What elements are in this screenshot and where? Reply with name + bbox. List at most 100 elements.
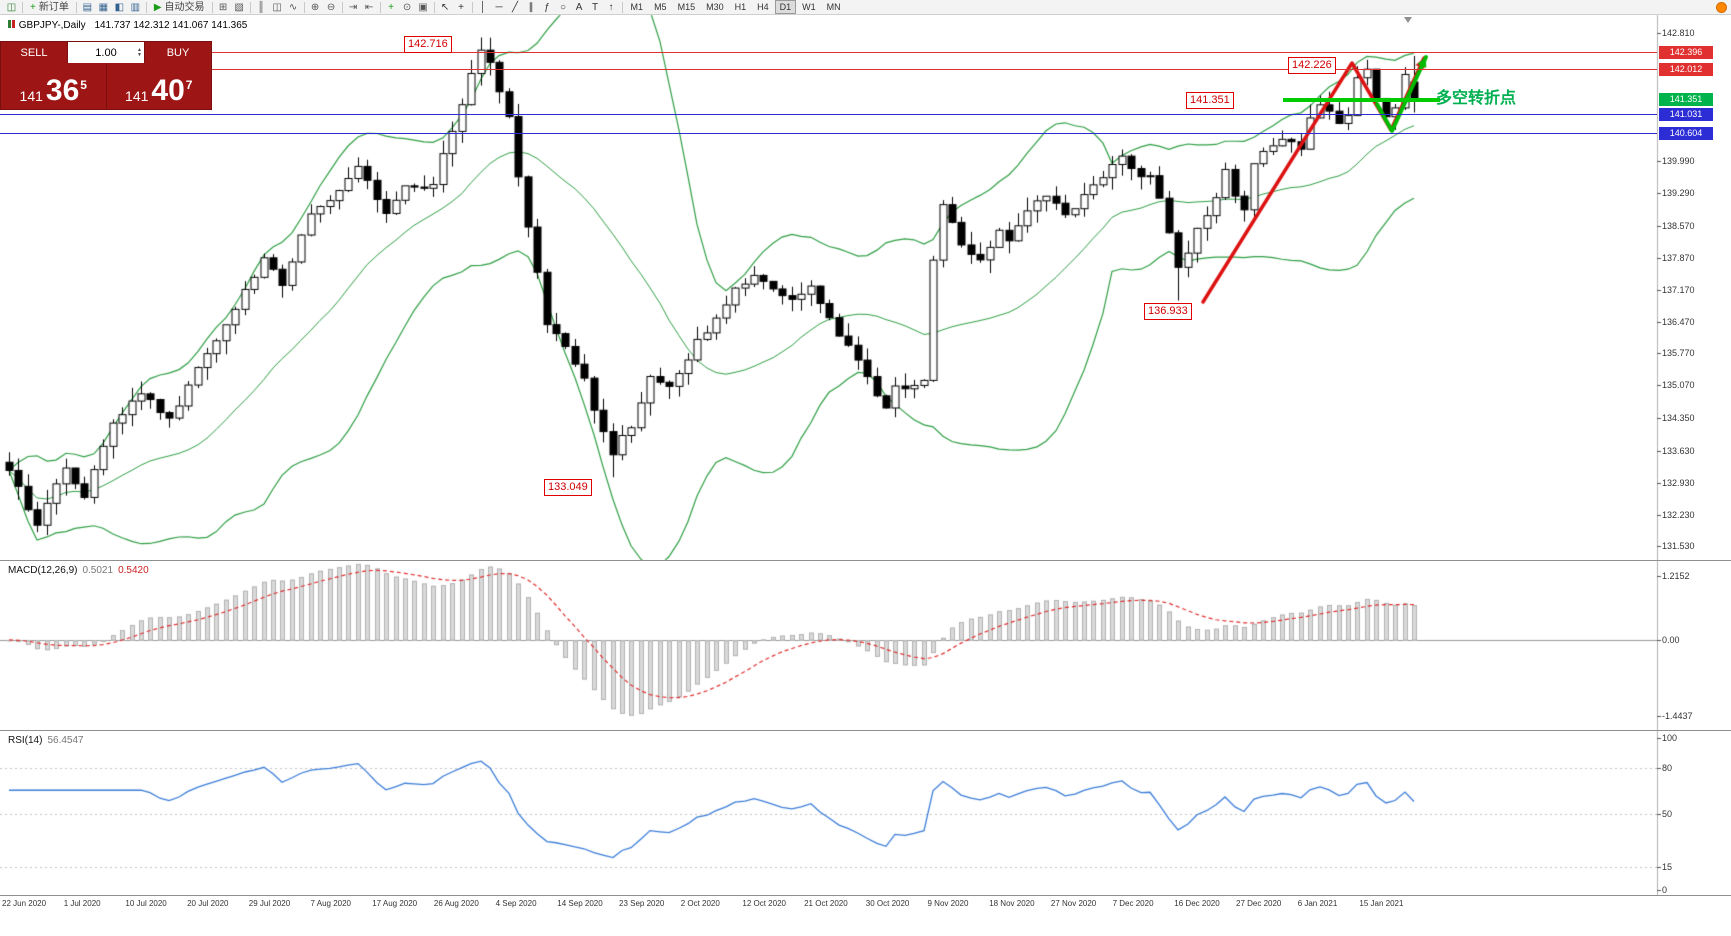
volume-spinner[interactable]: ▲ ▼ bbox=[137, 46, 142, 58]
horizontal-line-142.396[interactable] bbox=[0, 51, 1657, 53]
timeframe-m1[interactable]: M1 bbox=[630, 2, 644, 12]
horizontal-line-142.012[interactable] bbox=[0, 69, 1657, 70]
timeframe-m30[interactable]: M30 bbox=[706, 2, 724, 12]
template-icon[interactable]: ▣ bbox=[418, 1, 428, 13]
line-chart-type-icon[interactable]: ∿ bbox=[288, 1, 298, 13]
text-icon[interactable]: A bbox=[575, 1, 583, 13]
price-tick: 133.630 bbox=[1662, 445, 1695, 456]
text-label-icon[interactable]: T bbox=[591, 1, 599, 13]
toolbar-separator bbox=[211, 1, 213, 13]
new-order-button[interactable]: + 新订单 bbox=[26, 1, 73, 14]
toolbar-icon-group: ◫ + 新订单 ▤ ▦ ◧ ▥ ▶ 自动交易 ⊞ ▧ ║ ◫ ∿ ⊕ ⊖ ⇥ ⇤ + ⊙ ▣ ↖ + │ ─ ╱ ∥ ƒ ○ A T ↑ bbox=[4, 1, 625, 14]
buy-price-pip: 7 bbox=[185, 78, 193, 92]
timeframe-h1[interactable]: H1 bbox=[734, 2, 747, 12]
horizontal-line-icon[interactable]: ─ bbox=[495, 1, 503, 13]
auto-scroll-icon[interactable]: ⇥ bbox=[348, 1, 358, 13]
period-clock-icon[interactable]: ⊙ bbox=[402, 1, 412, 13]
date-label: 27 Nov 2020 bbox=[1050, 899, 1097, 908]
shapes-icon[interactable]: ○ bbox=[560, 1, 567, 13]
timeframe-w1[interactable]: W1 bbox=[802, 2, 816, 12]
chart-window-icon[interactable]: ◫ bbox=[6, 1, 17, 13]
buy-price-big: 40 bbox=[151, 74, 185, 107]
date-label: 26 Aug 2020 bbox=[433, 899, 479, 908]
panel-separator-macd[interactable] bbox=[0, 560, 1731, 561]
date-label: 20 Jul 2020 bbox=[187, 899, 229, 908]
zoom-out-icon[interactable]: ⊖ bbox=[326, 1, 336, 13]
timeframe-toolbar: M1 M5 M15 M30 H1 H4 D1 W1 MN bbox=[626, 0, 846, 14]
price-tag-140.604: 140.604 bbox=[1659, 127, 1713, 141]
price-tick: 139.290 bbox=[1662, 188, 1695, 199]
panel-separator-rsi[interactable] bbox=[0, 730, 1731, 731]
rsi-tick: 50 bbox=[1662, 809, 1673, 819]
price-tick: 132.930 bbox=[1662, 477, 1695, 488]
price-callout-136.933[interactable]: 136.933 bbox=[1144, 303, 1192, 320]
toolbar-separator bbox=[22, 1, 23, 13]
sell-price-prefix: 141 bbox=[19, 88, 43, 104]
terminal-icon[interactable]: ▥ bbox=[130, 1, 141, 13]
price-callout-142.226[interactable]: 142.226 bbox=[1288, 57, 1336, 74]
fibonacci-icon[interactable]: ƒ bbox=[544, 1, 550, 13]
price-tick: 135.770 bbox=[1662, 348, 1695, 359]
sell-price-pip: 5 bbox=[80, 78, 87, 92]
buy-price[interactable]: 141 40 7 bbox=[105, 63, 211, 109]
price-tick: 134.350 bbox=[1662, 413, 1695, 424]
date-label: 22 Jun 2020 bbox=[2, 899, 47, 908]
zoom-in-icon[interactable]: ⊕ bbox=[310, 1, 320, 13]
crosshair-icon[interactable]: + bbox=[458, 1, 464, 13]
trade-panel-top-row: SELL 1.00 ▲ ▼ BUY bbox=[1, 42, 211, 63]
horizontal-line-140.604[interactable] bbox=[0, 133, 1657, 135]
candlestick-type-icon[interactable]: ◫ bbox=[272, 1, 282, 13]
annotation-text[interactable]: 多空转折点 bbox=[1436, 90, 1517, 107]
volume-input[interactable]: 1.00 ▲ ▼ bbox=[67, 42, 145, 63]
spinner-down-icon[interactable]: ▼ bbox=[137, 51, 142, 58]
arrow-tool-icon[interactable]: ↑ bbox=[608, 1, 614, 13]
timeframe-h4[interactable]: H4 bbox=[757, 2, 769, 12]
price-callout-141.351[interactable]: 141.351 bbox=[1186, 92, 1234, 109]
timeframe-d1[interactable]: D1 bbox=[774, 0, 797, 14]
support-segment[interactable] bbox=[1283, 97, 1440, 102]
rsi-value: 56.4547 bbox=[47, 735, 84, 746]
data-window-icon[interactable]: ▦ bbox=[98, 1, 109, 13]
market-watch-icon[interactable]: ▤ bbox=[82, 1, 93, 13]
vertical-line-icon[interactable]: │ bbox=[479, 1, 487, 13]
timeframe-m15[interactable]: M15 bbox=[677, 2, 696, 12]
trade-panel-price-row: 141 36 5 141 40 7 bbox=[1, 63, 211, 109]
sell-button[interactable]: SELL bbox=[1, 42, 67, 63]
chart-title: GBPJPY-,Daily 141.737 142.312 141.067 14… bbox=[8, 20, 247, 31]
spinner-up-icon[interactable]: ▲ bbox=[137, 46, 142, 53]
new-chart-icon[interactable]: ⊞ bbox=[218, 1, 228, 13]
chart-shift-marker[interactable] bbox=[1404, 17, 1412, 23]
timeframe-m5[interactable]: M5 bbox=[654, 2, 667, 12]
date-label: 17 Aug 2020 bbox=[372, 899, 418, 908]
notification-icon[interactable] bbox=[1716, 1, 1727, 13]
new-order-button-label: 新订单 bbox=[38, 1, 69, 13]
date-label: 2 Oct 2020 bbox=[680, 899, 720, 908]
timeframe-mn[interactable]: MN bbox=[826, 2, 841, 12]
symbol-name: GBPJPY-,Daily bbox=[18, 20, 86, 31]
macd-tick: -1.4437 bbox=[1662, 710, 1693, 721]
buy-button[interactable]: BUY bbox=[145, 42, 211, 63]
price-tick: 138.570 bbox=[1662, 221, 1695, 232]
toolbar-separator bbox=[621, 1, 623, 13]
chart-shift-icon[interactable]: ⇤ bbox=[364, 1, 374, 13]
rsi-label: RSI(14) 56.4547 bbox=[8, 735, 84, 746]
channel-icon[interactable]: ∥ bbox=[528, 1, 534, 13]
price-callout-142.716[interactable]: 142.716 bbox=[404, 36, 452, 53]
date-label: 1 Jul 2020 bbox=[63, 899, 101, 908]
auto-trading-button[interactable]: ▶ 自动交易 bbox=[150, 1, 209, 14]
add-indicator-icon[interactable]: + bbox=[388, 1, 394, 13]
profiles-icon[interactable]: ▧ bbox=[234, 1, 244, 13]
price-callout-133.049[interactable]: 133.049 bbox=[544, 479, 592, 496]
horizontal-line-141.031[interactable] bbox=[0, 113, 1657, 115]
cursor-icon[interactable]: ↖ bbox=[440, 1, 450, 13]
bar-chart-type-icon[interactable]: ║ bbox=[257, 1, 265, 13]
trendline-icon[interactable]: ╱ bbox=[512, 1, 519, 13]
date-label: 12 Oct 2020 bbox=[742, 899, 786, 908]
buy-price-prefix: 141 bbox=[125, 88, 149, 104]
navigator-icon[interactable]: ◧ bbox=[114, 1, 125, 13]
sell-price[interactable]: 141 36 5 bbox=[1, 63, 106, 109]
auto-trading-button-icon: ▶ bbox=[153, 1, 162, 13]
macd-signal-value: 0.5420 bbox=[118, 565, 149, 576]
